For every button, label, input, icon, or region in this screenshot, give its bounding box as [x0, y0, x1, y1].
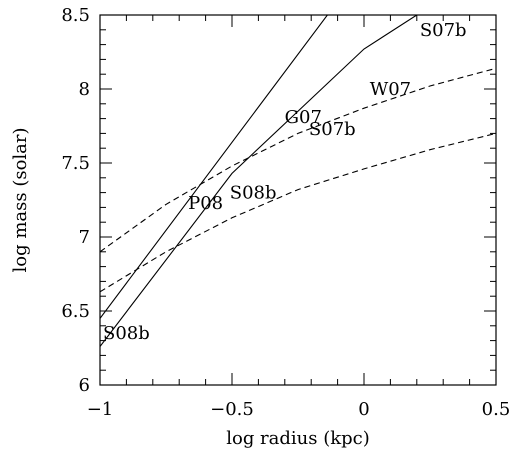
series-annotation: P08 [188, 193, 223, 214]
y-tick-label: 8.5 [61, 5, 90, 26]
y-tick-label: 7.5 [61, 153, 90, 174]
series-annotation: S08b [103, 323, 150, 344]
series-line-2 [100, 15, 418, 347]
x-tick-label: −0.5 [210, 399, 254, 420]
x-tick-label: −1 [87, 399, 114, 420]
y-tick-label: 8 [79, 79, 90, 100]
plot-frame [99, 14, 497, 386]
x-axis-label: log radius (kpc) [226, 428, 370, 449]
series-annotation: S07b [420, 20, 467, 41]
x-tick-label: 0 [358, 399, 369, 420]
series-annotation: S07b [309, 119, 356, 140]
y-tick-label: 6.5 [61, 301, 90, 322]
series-annotation: W07 [370, 79, 411, 100]
ticks-layer: −1 −0.5 0 0.5 6 6.5 7 7.5 8 8.5 [61, 5, 510, 420]
series-layer [100, 15, 496, 347]
series-annotation: G07 [285, 107, 322, 128]
x-tick-label: 0.5 [482, 399, 511, 420]
y-tick-label: 6 [79, 375, 90, 396]
y-axis-label: log mass (solar) [10, 127, 31, 272]
series-line-3 [100, 67, 496, 253]
series-line-4 [100, 132, 496, 293]
series-annotation: S08b [230, 183, 277, 204]
y-tick-label: 7 [79, 227, 90, 248]
series-line-1 [100, 15, 393, 319]
